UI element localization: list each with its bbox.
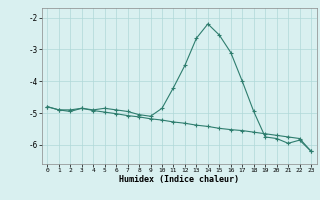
X-axis label: Humidex (Indice chaleur): Humidex (Indice chaleur) bbox=[119, 175, 239, 184]
